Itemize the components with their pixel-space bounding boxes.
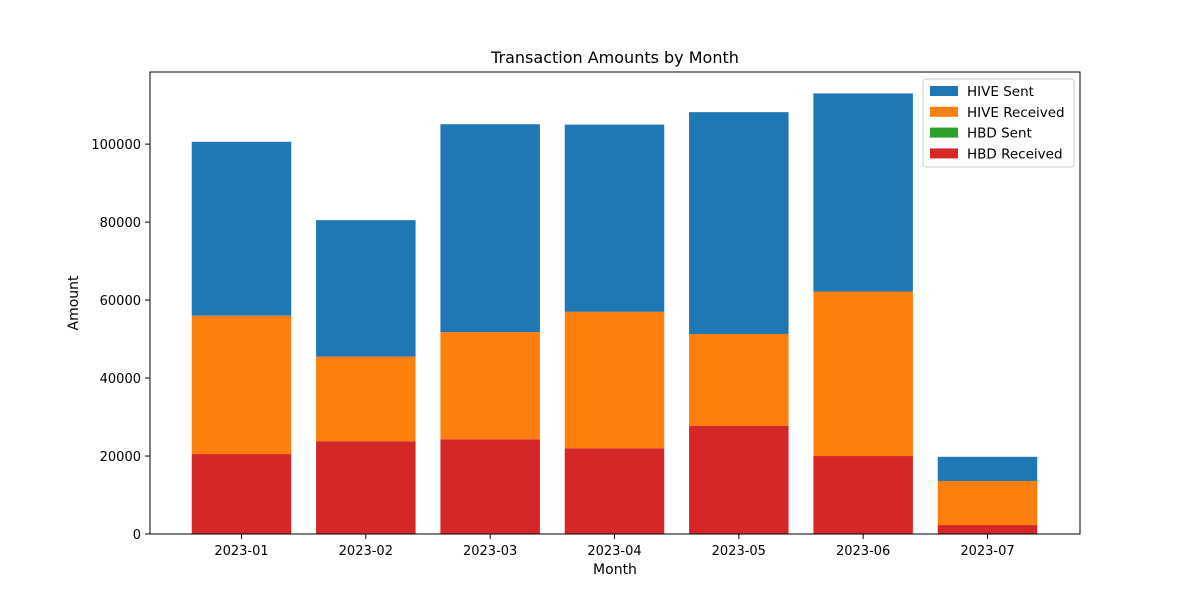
- y-axis-title: Amount: [66, 275, 82, 331]
- x-axis-title: Month: [593, 562, 637, 578]
- bar-hive-received-2023-01: [191, 315, 292, 455]
- x-axis: 2023-01 2023-02 2023-03 2023-04 2023-05 2023-…: [214, 534, 1015, 559]
- y-tick-label: 100000: [91, 138, 141, 153]
- y-tick-label: 40000: [100, 372, 141, 387]
- bar-hbd-received-2023-03: [440, 439, 540, 534]
- legend-swatch-hbd-received: [930, 148, 958, 159]
- bar-hive-sent-2023-02: [316, 220, 416, 357]
- bars-layer: [191, 93, 1038, 534]
- plot-frame: [149, 71, 1081, 535]
- bar-hbd-received-2023-01: [191, 454, 292, 534]
- bar-hbd-received-2023-07: [937, 525, 1038, 534]
- legend-label-hbd-received: HBD Received: [967, 146, 1063, 162]
- x-tick-label: 2023-03: [463, 544, 517, 559]
- x-tick-label: 2023-07: [960, 544, 1014, 559]
- bar-hbd-received-2023-05: [689, 426, 789, 534]
- bar-hive-sent-2023-06: [813, 93, 913, 292]
- bar-hive-received-2023-03: [440, 332, 540, 440]
- y-tick-label: 0: [133, 528, 141, 543]
- legend-frame: [922, 78, 1075, 168]
- legend-swatch-hive-received: [930, 106, 958, 117]
- x-tick-label: 2023-05: [712, 544, 766, 559]
- legend-label-hbd-sent: HBD Sent: [967, 126, 1032, 142]
- bar-hive-sent-2023-01: [191, 141, 292, 316]
- legend-swatch-hive-sent: [930, 86, 958, 96]
- bar-hive-received-2023-02: [316, 356, 416, 442]
- bar-hive-received-2023-06: [813, 291, 913, 457]
- bar-hive-received-2023-05: [689, 333, 789, 427]
- bar-hive-sent-2023-07: [937, 456, 1038, 481]
- bar-hbd-received-2023-06: [813, 456, 913, 534]
- y-axis: 0 20000 40000 60000 80000 100000: [91, 138, 150, 543]
- bar-hive-sent-2023-05: [689, 112, 789, 334]
- y-tick-label: 80000: [100, 216, 141, 231]
- legend-swatch-hbd-sent: [930, 127, 958, 138]
- bar-hive-sent-2023-04: [564, 124, 665, 312]
- bar-hive-received-2023-07: [937, 480, 1038, 526]
- bar-hive-received-2023-04: [564, 311, 665, 449]
- y-tick-label: 60000: [100, 294, 141, 309]
- x-tick-label: 2023-04: [587, 544, 641, 559]
- y-tick-label: 20000: [100, 450, 141, 465]
- bar-hbd-received-2023-02: [316, 441, 416, 534]
- bar-hbd-received-2023-04: [564, 448, 665, 534]
- x-tick-label: 2023-01: [214, 544, 268, 559]
- x-tick-label: 2023-02: [339, 544, 393, 559]
- legend-label-hive-sent: HIVE Sent: [967, 84, 1034, 100]
- bar-hive-sent-2023-03: [440, 124, 540, 333]
- legend-label-hive-received: HIVE Received: [967, 105, 1065, 121]
- chart-title: Transaction Amounts by Month: [490, 48, 739, 67]
- x-tick-label: 2023-06: [836, 544, 890, 559]
- legend: HIVE Sent HIVE Received HBD Sent HBD Receiv…: [922, 78, 1075, 168]
